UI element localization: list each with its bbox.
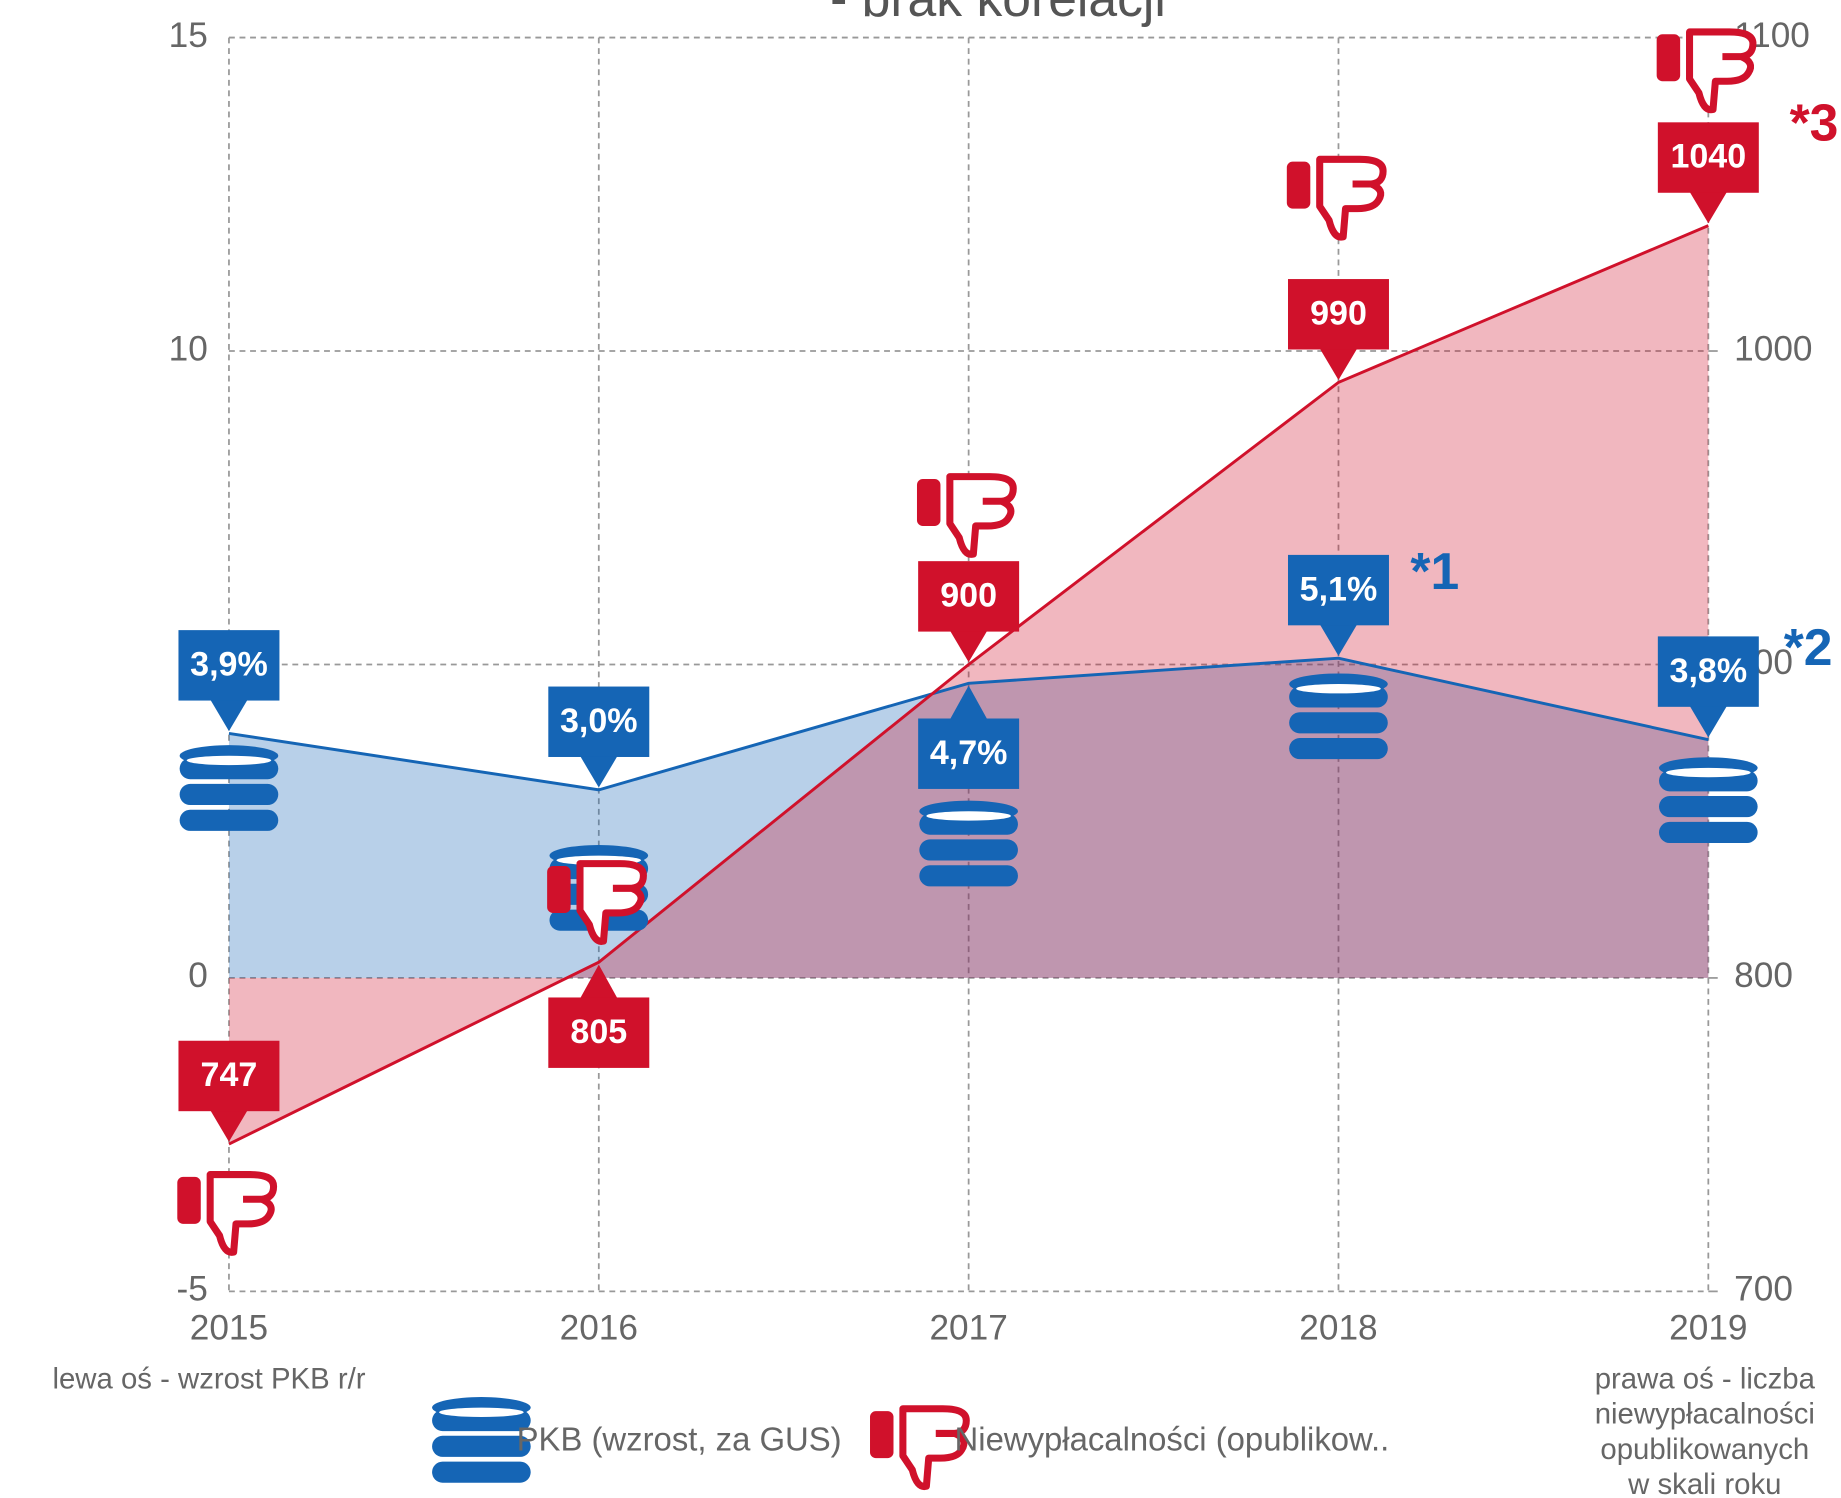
icon-part bbox=[1656, 34, 1681, 82]
icon-part bbox=[439, 1407, 524, 1417]
icon-part bbox=[1659, 821, 1758, 844]
annotation: *3 bbox=[1790, 93, 1839, 151]
y-tick-label: 15 bbox=[169, 16, 208, 55]
icon-part bbox=[899, 1405, 970, 1491]
label-pointer bbox=[1689, 191, 1728, 224]
label-box bbox=[918, 718, 1020, 789]
data-label: 5,1% bbox=[1300, 570, 1378, 608]
icon-part bbox=[179, 783, 279, 806]
icon-part bbox=[1659, 796, 1758, 818]
label-pointer bbox=[1319, 624, 1358, 656]
chart-title: - brak korelacji bbox=[830, 0, 1166, 27]
x-tick-label: 2017 bbox=[929, 1308, 1007, 1347]
icon-part bbox=[1666, 767, 1751, 778]
icon-part bbox=[926, 811, 1011, 821]
data-label: 3,8% bbox=[1670, 652, 1748, 690]
icon-part bbox=[576, 860, 647, 945]
y2-tick-label: 700 bbox=[1734, 1270, 1793, 1309]
legend-label: Niewypłacalności (opublikow.. bbox=[955, 1420, 1390, 1457]
database-icon bbox=[179, 745, 279, 831]
icon-part bbox=[547, 865, 571, 913]
thumb-down-icon bbox=[1286, 155, 1387, 241]
y2-axis-label: opublikowanych bbox=[1600, 1433, 1809, 1466]
data-label: 990 bbox=[1310, 294, 1367, 332]
y-tick-label: -5 bbox=[176, 1270, 207, 1309]
icon-part bbox=[1316, 155, 1387, 241]
icon-part bbox=[919, 839, 1018, 861]
series-line bbox=[228, 656, 1709, 792]
icon-part bbox=[919, 865, 1018, 887]
data-label: 747 bbox=[201, 1056, 258, 1094]
label-pointer bbox=[1689, 705, 1728, 738]
annotation: *1 bbox=[1410, 542, 1459, 600]
database-icon bbox=[1659, 757, 1758, 844]
database-icon bbox=[919, 800, 1018, 887]
label-pointer bbox=[1319, 348, 1358, 381]
x-tick-label: 2015 bbox=[190, 1308, 268, 1347]
data-label: 3,0% bbox=[560, 702, 638, 740]
thumb-down-icon bbox=[177, 1171, 278, 1256]
label-box bbox=[548, 997, 650, 1068]
label-box bbox=[178, 630, 280, 701]
y2-tick-label: 800 bbox=[1734, 956, 1793, 995]
y-axis-label: lewa oś - wzrost PKB r/r bbox=[52, 1362, 365, 1395]
series-area bbox=[228, 225, 1709, 1145]
y2-axis-label: w skali roku bbox=[1627, 1468, 1781, 1498]
icon-part bbox=[1296, 684, 1381, 694]
legend-label: PKB (wzrost, za GUS) bbox=[517, 1420, 842, 1457]
icon-part bbox=[206, 1171, 278, 1256]
icon-part bbox=[1289, 712, 1388, 734]
data-label: 805 bbox=[570, 1013, 627, 1051]
label-pointer bbox=[580, 755, 618, 788]
icon-part bbox=[946, 473, 1017, 558]
thumb-down-icon bbox=[1656, 28, 1757, 114]
icon-part bbox=[179, 809, 279, 831]
label-box bbox=[1287, 554, 1389, 626]
icon-part bbox=[432, 1435, 531, 1457]
legend-icon bbox=[432, 1397, 531, 1483]
thumb-down-icon bbox=[916, 473, 1017, 558]
y-tick-label: 10 bbox=[169, 329, 208, 368]
icon-part bbox=[916, 478, 941, 526]
label-pointer bbox=[580, 964, 618, 999]
label-pointer bbox=[949, 630, 988, 663]
y2-axis-label: prawa oś - liczba bbox=[1595, 1362, 1816, 1395]
annotation: *2 bbox=[1784, 618, 1833, 676]
icon-part bbox=[186, 755, 272, 766]
thumb-down-icon bbox=[547, 860, 647, 945]
label-box bbox=[1657, 122, 1759, 193]
data-label: 4,7% bbox=[930, 734, 1008, 772]
x-tick-label: 2019 bbox=[1669, 1308, 1747, 1347]
icon-part bbox=[1686, 28, 1757, 114]
y-tick-label: 0 bbox=[188, 956, 208, 995]
label-box bbox=[548, 686, 650, 757]
y2-tick-label: 1000 bbox=[1734, 329, 1812, 368]
x-tick-label: 2018 bbox=[1299, 1308, 1377, 1347]
label-box bbox=[1657, 636, 1759, 707]
series-line bbox=[228, 224, 1709, 1146]
icon-part bbox=[177, 1176, 201, 1224]
label-box bbox=[178, 1040, 280, 1112]
data-label: 1040 bbox=[1670, 138, 1746, 176]
legend-icon bbox=[870, 1405, 970, 1491]
label-box bbox=[1287, 279, 1389, 350]
label-pointer bbox=[210, 699, 248, 732]
database-icon bbox=[1289, 673, 1388, 760]
label-pointer bbox=[210, 1110, 248, 1142]
icon-part bbox=[870, 1411, 894, 1459]
icon-part bbox=[432, 1461, 531, 1483]
label-pointer bbox=[949, 685, 988, 720]
label-box bbox=[918, 561, 1020, 632]
data-label: 900 bbox=[940, 577, 997, 615]
data-label: 3,9% bbox=[190, 646, 268, 684]
icon-part bbox=[1286, 161, 1311, 209]
y2-axis-label: niewypłacalności bbox=[1595, 1398, 1815, 1431]
x-tick-label: 2016 bbox=[560, 1308, 638, 1347]
icon-part bbox=[1289, 738, 1388, 760]
